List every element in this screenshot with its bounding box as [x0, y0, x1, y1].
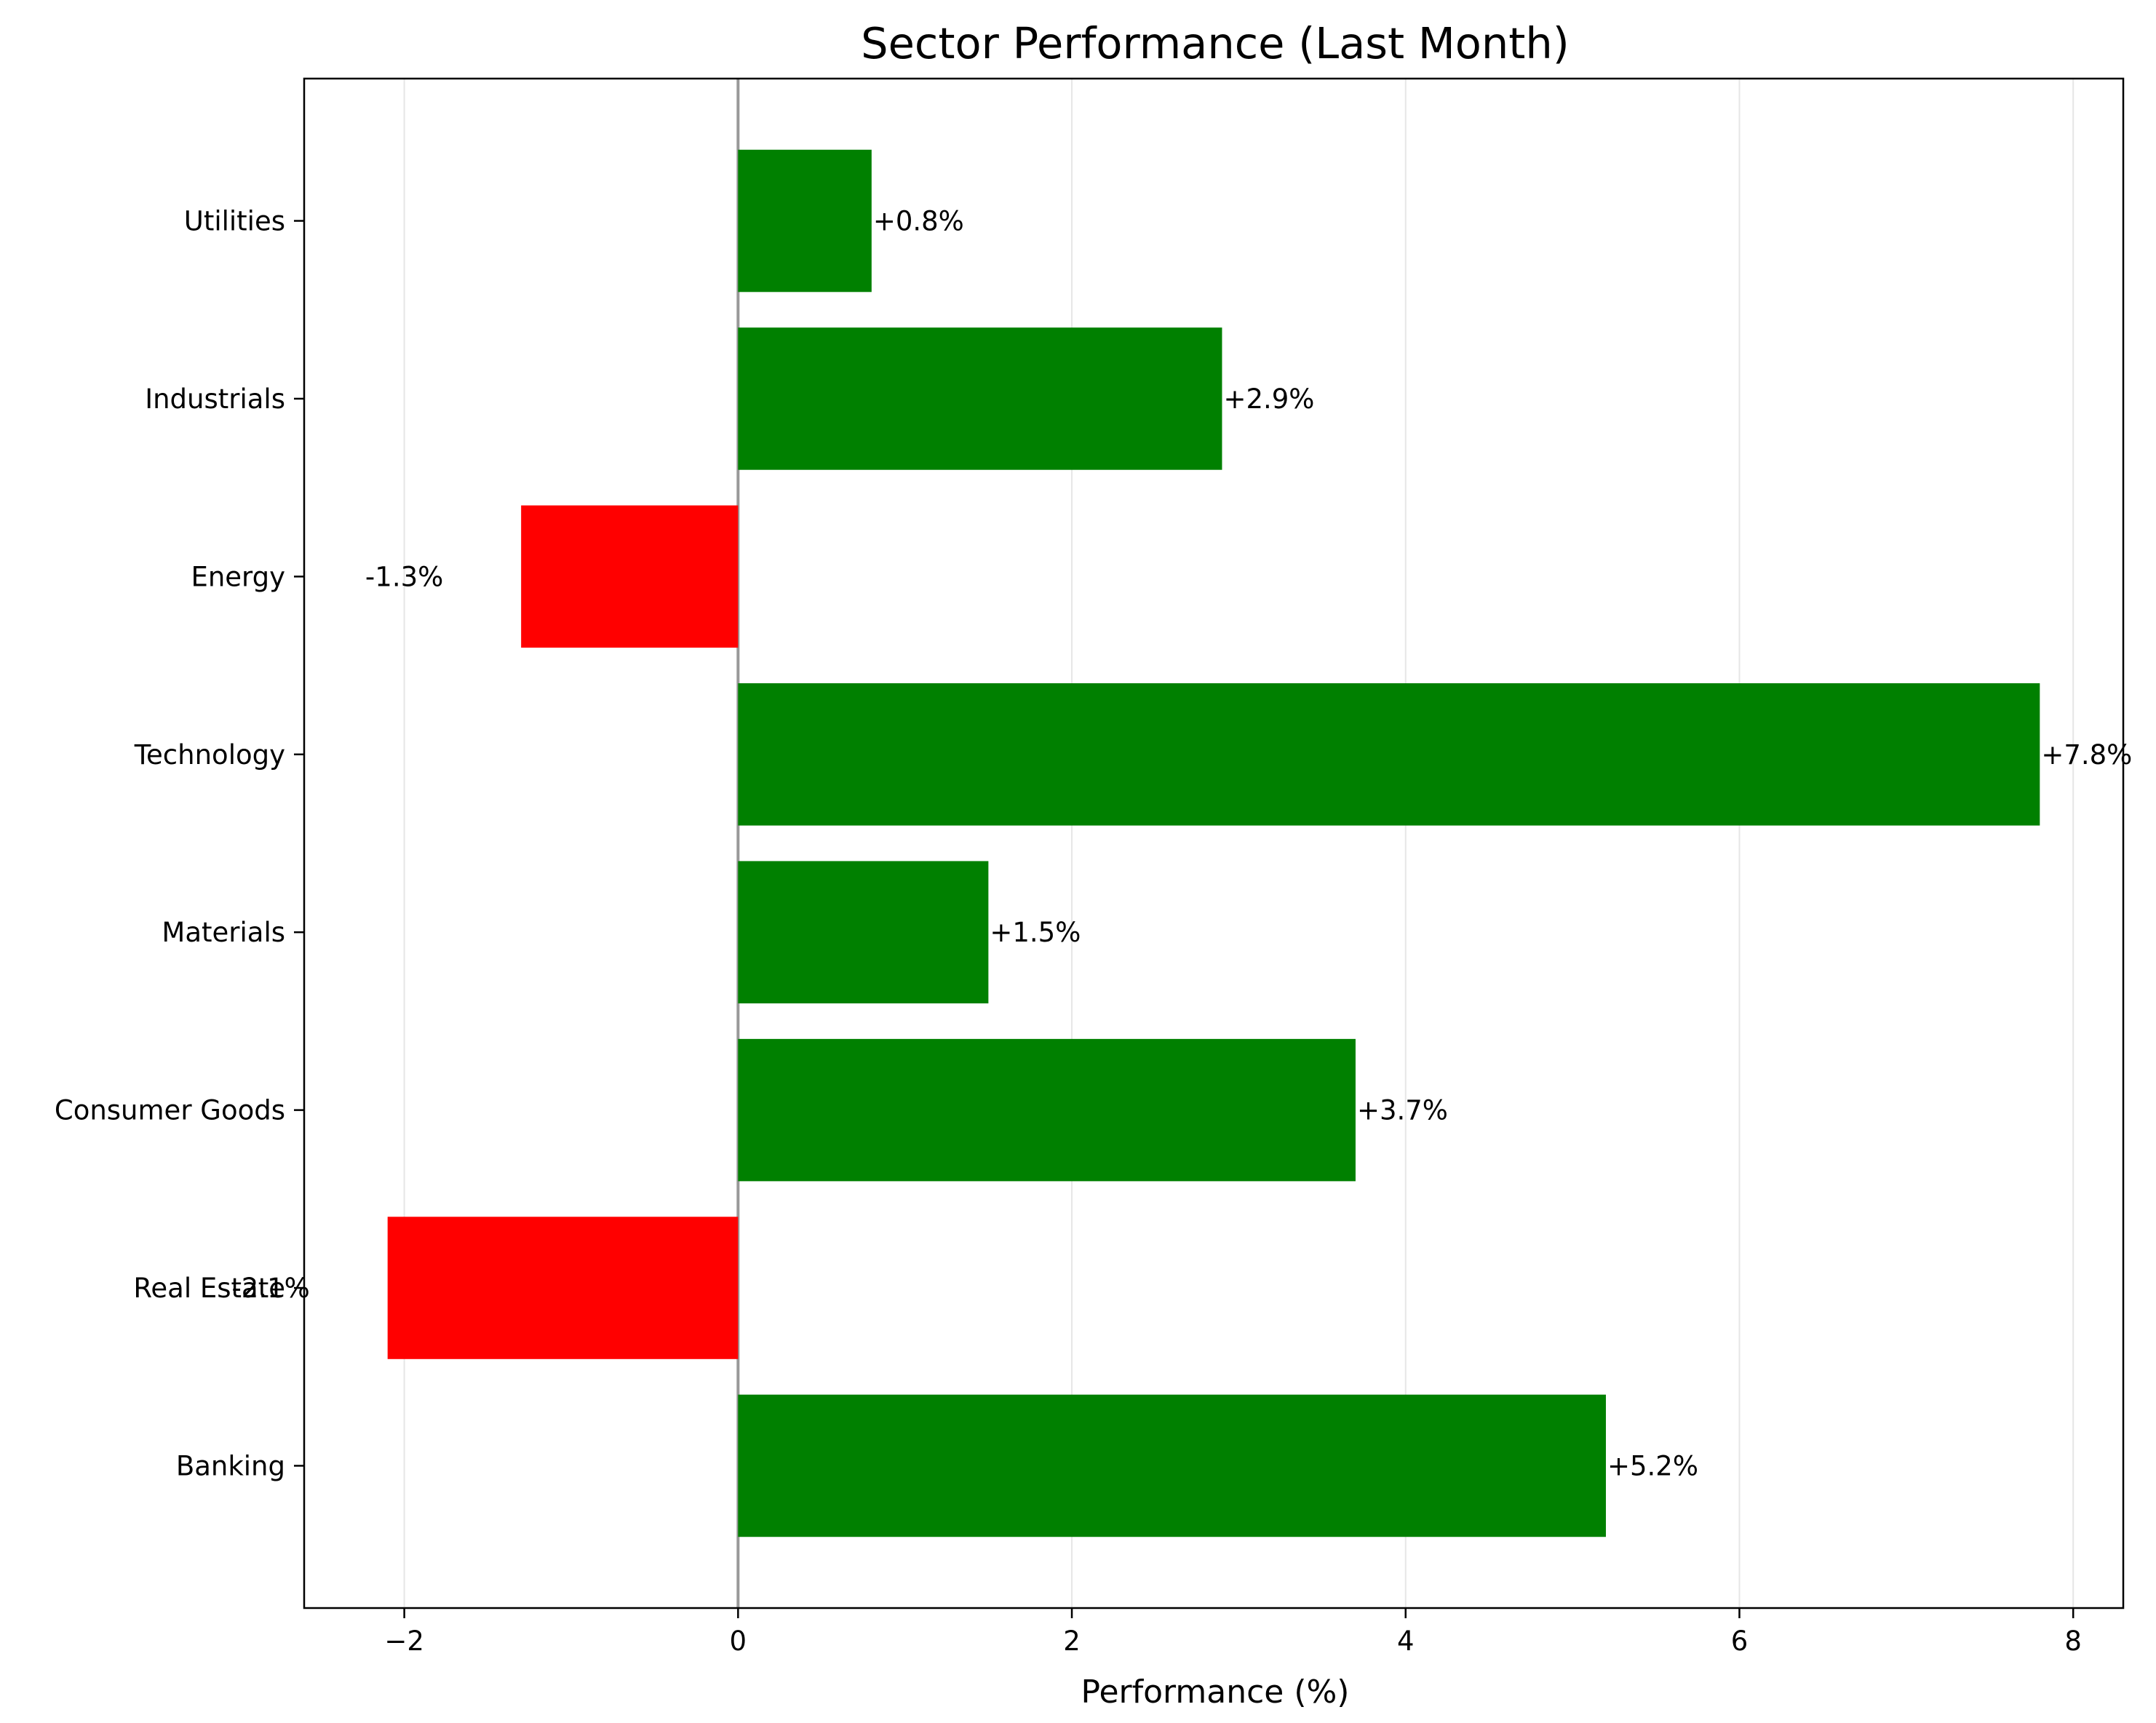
- x-tick-label-1: 0: [730, 1625, 747, 1657]
- bar-industrials: [738, 327, 1222, 470]
- y-tick-label-7: Utilities: [184, 206, 285, 237]
- data-label-0: +5.2%: [1607, 1450, 1698, 1481]
- y-tick-label-4: Technology: [134, 739, 285, 771]
- bar-consumer-goods: [738, 1038, 1356, 1182]
- bar-utilities: [738, 149, 872, 293]
- data-label-7: +0.8%: [873, 206, 964, 237]
- x-tick-label-4: 6: [1731, 1625, 1749, 1657]
- x-tick-label-3: 4: [1397, 1625, 1415, 1657]
- x-tick-label-0: −2: [384, 1625, 424, 1657]
- y-tick-label-0: Banking: [176, 1450, 285, 1481]
- x-tick-label-2: 2: [1063, 1625, 1081, 1657]
- bar-real-estate: [387, 1217, 739, 1359]
- axis-ticks: −2 0 2 4 6 8 Banking Real Estate Consumer Goods M…: [55, 206, 2082, 1657]
- y-tick-label-6: Industrials: [145, 383, 285, 415]
- data-labels: +5.2% -2.1% +3.7% +1.5% +7.8% -1.3% +2.9% +0.8%: [231, 206, 2132, 1482]
- bar-technology: [738, 683, 2040, 826]
- bars: [387, 149, 2040, 1537]
- data-label-3: +1.5%: [990, 917, 1081, 948]
- data-label-1: -2.1%: [231, 1273, 309, 1304]
- bar-energy: [521, 505, 739, 648]
- y-tick-label-3: Materials: [162, 917, 285, 948]
- chart-title: Sector Performance (Last Month): [861, 18, 1570, 68]
- bar-banking: [738, 1394, 1606, 1537]
- y-tick-label-2: Consumer Goods: [55, 1095, 285, 1126]
- y-tick-label-5: Energy: [191, 561, 285, 592]
- y-tick-label-1: Real Estate: [133, 1273, 285, 1304]
- data-label-2: +3.7%: [1357, 1095, 1448, 1126]
- bar-materials: [738, 861, 989, 1003]
- x-tick-label-5: 8: [2064, 1625, 2082, 1657]
- x-axis-label: Performance (%): [1081, 1674, 1350, 1711]
- plot-area-frame: [303, 77, 2125, 1609]
- data-label-5: -1.3%: [365, 561, 443, 592]
- data-label-6: +2.9%: [1223, 383, 1314, 415]
- data-label-4: +7.8%: [2041, 739, 2132, 771]
